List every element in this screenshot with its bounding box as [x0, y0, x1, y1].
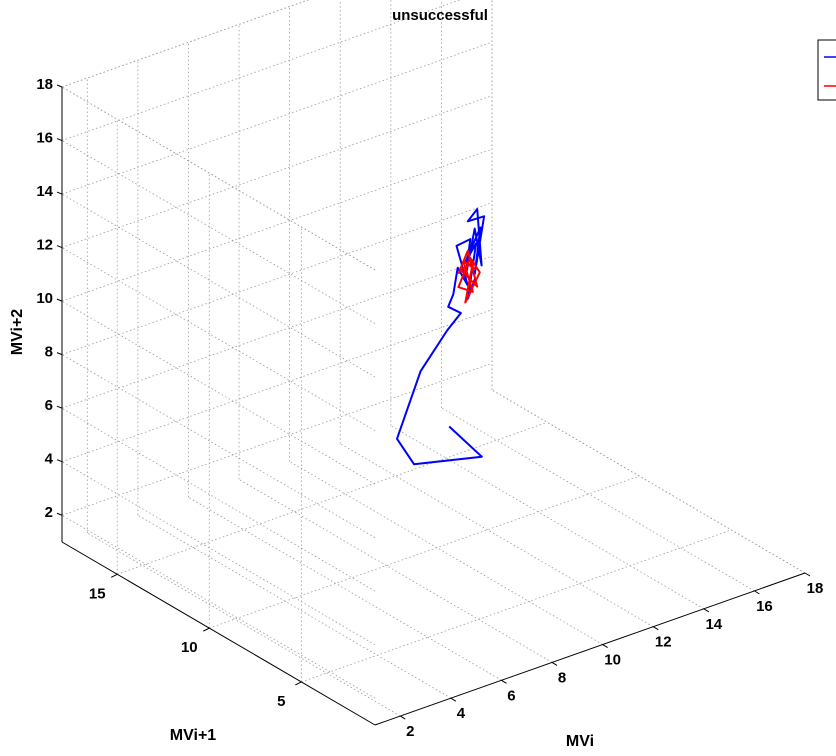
series-line-1: [457, 249, 481, 304]
z-tick-mark: [56, 459, 63, 463]
z-tick-label: 4: [45, 451, 54, 468]
z-axis-label: MVi+2: [9, 309, 26, 356]
y-tick-label: 10: [181, 639, 198, 656]
grid-line: [61, 300, 376, 485]
series-line-0: [396, 208, 486, 466]
z-tick-mark: [56, 512, 63, 516]
grid-line: [61, 41, 493, 195]
z-tick-label: 18: [36, 76, 53, 93]
x-tick-label: 10: [604, 652, 621, 669]
axis-frame: [56, 84, 811, 726]
z-tick-label: 8: [45, 344, 53, 361]
z-tick-label: 6: [45, 397, 53, 414]
y-axis-label: MVi+1: [170, 727, 217, 744]
z-tick-label: 12: [36, 237, 53, 254]
x-tick-mark: [602, 644, 608, 648]
x-tick-mark: [501, 679, 507, 684]
y-axis-line: [61, 541, 376, 726]
x-tick-label: 18: [807, 580, 824, 597]
grid-line: [61, 0, 461, 141]
grid-line: [61, 255, 493, 409]
x-tick-label: 2: [406, 723, 414, 740]
grid-line: [61, 514, 376, 699]
x-tick-label: 12: [655, 634, 672, 651]
x-tick-mark: [551, 661, 558, 666]
x-tick-mark: [804, 572, 811, 577]
grid-line: [441, 407, 755, 592]
grid-lines: [61, 0, 806, 717]
grid-line: [390, 425, 705, 610]
z-tick-mark: [56, 191, 63, 195]
grid-line: [289, 461, 603, 645]
grid-line: [61, 461, 376, 646]
z-tick-label: 10: [36, 290, 53, 307]
z-tick-mark: [56, 245, 63, 249]
chart-title: unsuccessful: [392, 7, 488, 24]
x-tick-label: 8: [558, 669, 566, 686]
y-tick-label: 15: [89, 585, 106, 602]
grid-line: [188, 496, 502, 681]
grid-line: [340, 443, 654, 627]
x-tick-mark: [450, 697, 457, 702]
grid-line: [61, 202, 493, 356]
grid-line: [61, 309, 493, 463]
y-tick-mark: [203, 627, 210, 632]
x-tick-label: 4: [457, 705, 466, 722]
x-tick-mark: [703, 608, 710, 613]
grid-line: [117, 421, 548, 575]
x-tick-mark: [400, 715, 406, 720]
x-tick-label: 16: [756, 598, 773, 615]
z-tick-mark: [56, 138, 63, 141]
grid-line: [209, 475, 640, 629]
grid-line: [61, 354, 376, 538]
z-tick-label: 2: [45, 504, 53, 521]
grid-edge: [61, 0, 310, 88]
grid-line: [61, 140, 376, 324]
grid-line: [61, 247, 376, 431]
grid-line: [61, 407, 376, 592]
grid-line: [238, 479, 553, 663]
grid-line: [61, 193, 376, 378]
x-tick-mark: [754, 590, 760, 595]
x-axis-label: MVi: [566, 733, 594, 750]
z-tick-mark: [56, 298, 63, 302]
x-tick-label: 6: [507, 687, 515, 704]
legend-box: [817, 39, 836, 101]
z-tick-mark: [56, 352, 63, 356]
tick-labels: 2 4 6 8 10 12 14 16 18 5 10 15 2 4 6 8 10 12 14 16 18: [36, 76, 823, 740]
z-tick-label: 16: [36, 130, 53, 147]
y-tick-label: 5: [277, 693, 285, 710]
x-tick-mark: [652, 626, 659, 631]
z-tick-label: 14: [36, 183, 53, 200]
x-tick-label: 14: [705, 616, 722, 633]
grid-line: [137, 514, 452, 699]
y-tick-mark: [295, 681, 302, 686]
grid-line: [87, 532, 401, 717]
grid-line: [301, 529, 732, 683]
series-lines: [396, 208, 486, 466]
grid-line: [61, 148, 493, 302]
legend: [817, 39, 836, 101]
y-tick-mark: [111, 573, 118, 578]
z-tick-mark: [56, 405, 63, 409]
z-tick-mark: [56, 84, 63, 88]
x-axis-line: [374, 572, 806, 726]
grid-line: [61, 95, 493, 248]
grid-edge: [61, 86, 376, 271]
grid-edge: [491, 389, 806, 574]
grid-line: [61, 362, 493, 516]
